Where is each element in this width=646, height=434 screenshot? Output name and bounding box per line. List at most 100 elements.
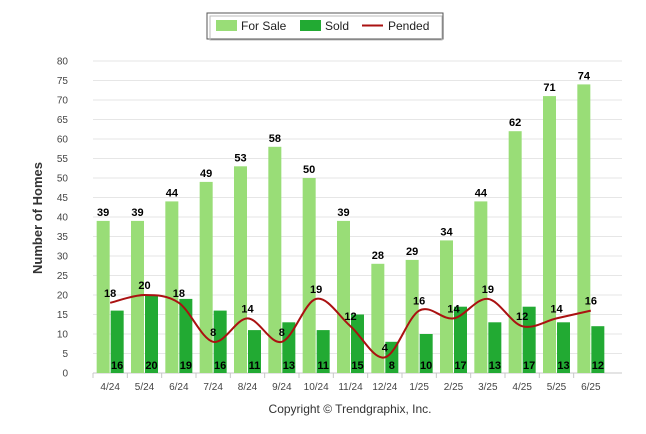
y-tick-label: 35: [57, 232, 69, 243]
for-sale-value-label: 39: [97, 207, 109, 219]
y-axis-title: Number of Homes: [30, 162, 45, 274]
y-tick-label: 80: [57, 57, 69, 68]
for-sale-bar: [405, 259, 419, 373]
y-tick-label: 40: [57, 213, 69, 224]
sold-value-label: 17: [523, 360, 535, 372]
sold-value-label: 10: [420, 360, 432, 372]
pended-value-label: 12: [516, 311, 528, 323]
sold-bar: [316, 330, 330, 373]
pended-value-label: 18: [173, 288, 185, 300]
pended-value-label: 16: [413, 296, 425, 308]
for-sale-bar: [577, 84, 591, 374]
sold-bar: [591, 326, 605, 373]
sold-bar: [110, 310, 124, 373]
for-sale-bar: [543, 96, 556, 373]
for-sale-bar: [165, 201, 179, 373]
x-tick-label: 5/24: [135, 382, 155, 393]
x-tick-label: 8/24: [238, 382, 258, 393]
x-tick-label: 7/24: [203, 382, 223, 393]
y-tick-label: 0: [62, 369, 68, 380]
x-tick-label: 6/24: [169, 382, 189, 393]
for-sale-value-label: 58: [269, 133, 281, 145]
for-sale-bar: [440, 240, 453, 373]
data-labels: 39 16 39 20 44 19 49 16 53 11 58 13 50 11 39 15 28 8 29 10 3…: [97, 70, 604, 372]
pended-value-label: 8: [279, 327, 285, 339]
sold-value-label: 11: [317, 360, 329, 372]
bars: [96, 84, 605, 374]
y-tick-label: 45: [57, 193, 69, 204]
sold-bar: [213, 310, 227, 373]
sold-value-label: 16: [214, 360, 226, 372]
x-tick-label: 4/25: [512, 382, 532, 393]
for-sale-value-label: 28: [372, 250, 384, 262]
sold-bar: [248, 330, 261, 373]
for-sale-bar: [96, 220, 110, 373]
for-sale-value-label: 71: [543, 82, 555, 94]
sold-bar: [419, 334, 433, 373]
for-sale-bar: [508, 131, 522, 373]
pended-value-label: 12: [344, 311, 356, 323]
sold-value-label: 13: [283, 360, 295, 372]
legend-shadow: [209, 15, 443, 41]
sold-bar: [145, 295, 158, 373]
sold-value-label: 12: [592, 360, 604, 372]
for-sale-bar: [371, 263, 385, 373]
for-sale-value-label: 39: [131, 207, 143, 219]
for-sale-bar: [199, 181, 213, 373]
y-tick-label: 75: [57, 76, 69, 87]
for-sale-value-label: 44: [166, 187, 179, 199]
sold-bar: [282, 322, 296, 373]
y-tick-label: 65: [57, 115, 69, 126]
for-sale-value-label: 74: [578, 70, 591, 82]
pended-value-label: 19: [482, 284, 494, 296]
sold-value-label: 11: [249, 360, 261, 372]
for-sale-value-label: 62: [509, 117, 521, 129]
for-sale-value-label: 29: [406, 246, 418, 258]
pended-value-label: 4: [382, 342, 389, 354]
y-tick-label: 30: [57, 252, 69, 263]
y-tick-label: 10: [57, 330, 69, 341]
pended-value-label: 14: [550, 303, 563, 315]
x-tick-label: 9/24: [272, 382, 292, 393]
sold-value-label: 15: [351, 360, 363, 372]
y-tick-label: 50: [57, 174, 69, 185]
x-tick-label: 12/24: [372, 382, 397, 393]
pended-value-label: 18: [104, 288, 116, 300]
y-tick-label: 60: [57, 135, 69, 146]
sold-bar: [488, 322, 502, 373]
y-tick-label: 15: [57, 310, 69, 321]
sold-value-label: 16: [111, 360, 123, 372]
for-sale-value-label: 34: [440, 226, 453, 238]
for-sale-value-label: 39: [337, 207, 349, 219]
y-axis-ticks: 0 5 10 15 20 25 30 35 40 45 50 55 60 65 70 75 80: [57, 57, 69, 380]
x-tick-label: 6/25: [581, 382, 601, 393]
pended-value-label: 16: [585, 296, 597, 308]
pended-value-label: 19: [310, 284, 322, 296]
sold-value-label: 13: [557, 360, 569, 372]
sold-bar: [179, 298, 193, 373]
y-tick-label: 55: [57, 154, 69, 165]
y-tick-label: 25: [57, 271, 69, 282]
pended-value-label: 14: [447, 303, 460, 315]
sold-value-label: 8: [389, 360, 395, 372]
sold-bar: [385, 341, 399, 373]
legend-box: [206, 12, 444, 40]
for-sale-bar: [268, 146, 282, 373]
x-tick-label: 4/24: [100, 382, 120, 393]
x-tick-label: 5/25: [547, 382, 567, 393]
sold-bar: [557, 322, 570, 373]
y-tick-label: 5: [62, 349, 68, 360]
sold-value-label: 17: [454, 360, 466, 372]
for-sale-value-label: 53: [234, 152, 246, 164]
legend-pended-label: Pended: [388, 19, 429, 33]
legend-for-sale-swatch: [216, 20, 237, 31]
for-sale-bar: [474, 201, 488, 373]
for-sale-bar: [234, 166, 247, 373]
legend: For Sale Sold Pended: [206, 12, 444, 41]
for-sale-bar: [302, 178, 316, 373]
copyright-credit: Copyright © Trendgraphix, Inc.: [269, 402, 432, 416]
sold-bar: [522, 306, 536, 373]
y-tick-label: 20: [57, 291, 69, 302]
pended-value-label: 20: [138, 280, 150, 292]
